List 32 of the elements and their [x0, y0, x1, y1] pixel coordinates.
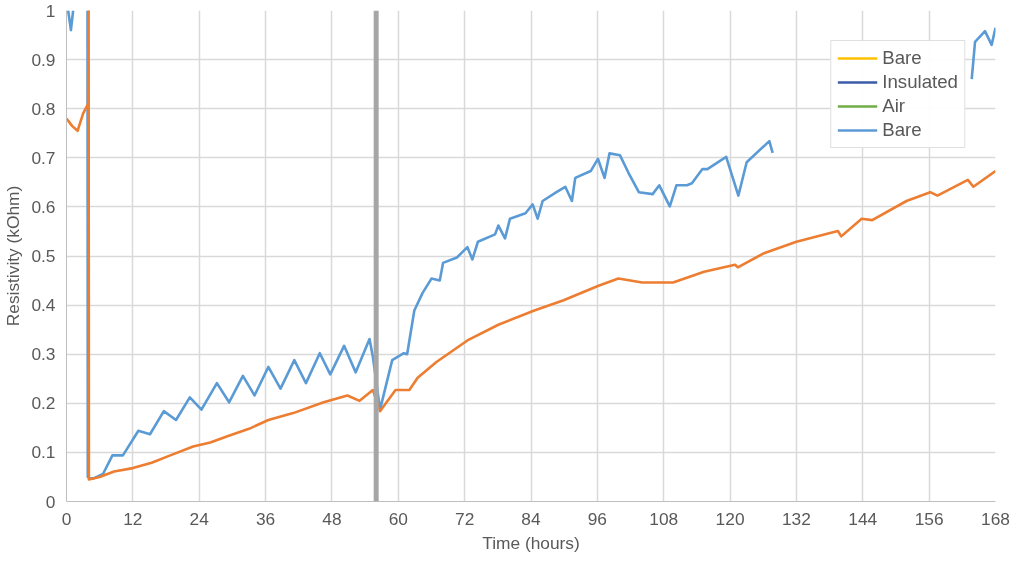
x-tick-label: 132: [781, 508, 811, 529]
legend-label: Bare: [882, 47, 922, 69]
legend-label: Bare: [882, 119, 922, 141]
y-tick-label: 0.9: [31, 49, 56, 70]
x-tick-label: 120: [715, 508, 745, 529]
y-tick-label: 0.3: [31, 344, 56, 365]
y-tick-label: 0.7: [31, 147, 56, 168]
x-tick-label: 72: [455, 508, 475, 529]
y-axis-title: Resistivity (kOhm): [3, 185, 24, 327]
y-tick-label: 0.5: [31, 246, 56, 266]
y-tick-label: 0.2: [31, 393, 56, 414]
y-tick-label: 1: [45, 0, 56, 21]
x-tick-label: 60: [388, 508, 408, 529]
x-tick-label: 96: [587, 508, 607, 529]
y-tick-label: 0.1: [31, 442, 56, 463]
x-tick-label: 0: [61, 508, 72, 529]
y-tick-label: 0.6: [31, 196, 56, 217]
x-tick-label: 144: [848, 508, 878, 529]
x-tick-label: 24: [189, 508, 210, 529]
y-tick-label: 0: [45, 491, 56, 512]
x-tick-label: 156: [914, 508, 944, 529]
y-tick-label: 0.4: [31, 295, 56, 316]
legend-label: Air: [882, 95, 906, 117]
x-tick-label: 48: [322, 508, 342, 529]
x-axis-title: Time (hours): [482, 532, 580, 553]
x-tick-label: 168: [981, 508, 1010, 529]
x-tick-label: 36: [255, 508, 276, 529]
x-tick-label: 84: [521, 508, 541, 529]
legend-label: Insulated: [882, 71, 958, 93]
x-tick-label: 12: [123, 508, 143, 529]
x-tick-label: 108: [649, 508, 679, 529]
y-tick-label: 0.8: [31, 98, 56, 119]
